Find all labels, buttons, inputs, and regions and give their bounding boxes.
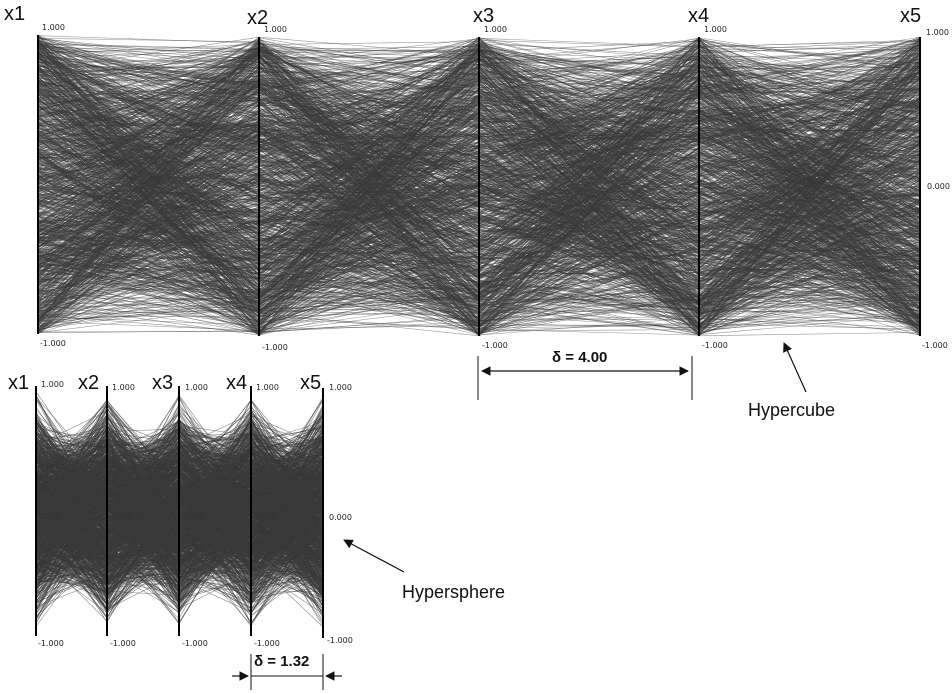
hypercube-x2-bottom-tick: -1.000: [262, 343, 288, 352]
hypersphere-axis-label-x5: x5: [300, 372, 321, 394]
hypercube-delta-indicator: δ = 4.00: [477, 349, 693, 400]
hypersphere-x3-top-tick: 1.000: [185, 383, 208, 392]
hypersphere-x2-mid-tick: 0.000: [112, 513, 132, 521]
hypercube-x5-mid-tick: 0.000: [927, 182, 950, 191]
hypercube-x4-top-tick: 1.000: [704, 25, 727, 34]
hypercube-x3-top-tick: 1.000: [484, 25, 507, 34]
hypercube-callout-label: Hypercube: [748, 400, 835, 420]
hypercube-x2-top-tick: 1.000: [264, 25, 287, 34]
hypersphere-x4-bottom-tick: -1.000: [254, 639, 280, 648]
hypersphere-x5-mid-tick: 0.000: [329, 513, 352, 522]
hypersphere-x4-mid-tick: 0.000: [256, 513, 276, 521]
hypersphere-x1-mid-tick: 0.000: [40, 513, 60, 521]
hypercube-x1-bottom-tick: -1.000: [40, 339, 66, 348]
hypersphere-x2-bottom-tick: -1.000: [110, 639, 136, 648]
hypersphere-x5-bottom-tick: -1.000: [327, 636, 353, 645]
hypersphere-axis-label-x1: x1: [8, 372, 29, 394]
hypercube-x5-top-tick: 1.000: [926, 28, 949, 37]
hypersphere-axis-label-x4: x4: [226, 372, 247, 394]
hypercube-axis-label-x3: x3: [473, 5, 494, 27]
hypercube-axis-label-x4: x4: [688, 5, 709, 27]
hypersphere-axis-label-x3: x3: [152, 372, 173, 394]
hypersphere-x3-bottom-tick: -1.000: [182, 639, 208, 648]
hypersphere-x1-bottom-tick: -1.000: [38, 639, 64, 648]
hypercube-x4-bottom-tick: -1.000: [702, 341, 728, 350]
hypercube-axis-label-x5: x5: [900, 5, 921, 27]
hypercube-axis-label-x2: x2: [247, 7, 268, 29]
hypersphere-plot: x1 x2 x3 x4 x5 1.000 1.000 1.000 1.000 1…: [8, 372, 505, 690]
hypersphere-x5-top-tick: 1.000: [329, 383, 352, 392]
hypercube-x3-bottom-tick: -1.000: [482, 341, 508, 350]
hypersphere-callout-label: Hypersphere: [402, 582, 505, 602]
hypersphere-x1-top-tick: 1.000: [41, 380, 64, 389]
hypersphere-x4-top-tick: 1.000: [256, 383, 279, 392]
hypercube-delta-label: δ = 4.00: [552, 349, 607, 366]
hypercube-x5-bottom-tick: -1.000: [922, 341, 948, 350]
hypersphere-callout-arrow: [343, 539, 405, 573]
hypercube-x1-top-tick: 1.000: [42, 23, 65, 32]
hypersphere-x3-mid-tick: 0.000: [184, 513, 204, 521]
hypercube-axis-label-x1: x1: [4, 3, 25, 25]
hypercube-plot: x1 x2 x3 x4 x5 1.000 1.000 1.000 1.000 1…: [4, 3, 950, 420]
hypersphere-axis-label-x2: x2: [78, 372, 99, 394]
hypersphere-x2-top-tick: 1.000: [112, 383, 135, 392]
hypersphere-delta-indicator: δ = 1.32: [232, 653, 342, 690]
hypersphere-delta-label: δ = 1.32: [254, 653, 309, 670]
hypercube-callout-arrow: [783, 342, 807, 393]
